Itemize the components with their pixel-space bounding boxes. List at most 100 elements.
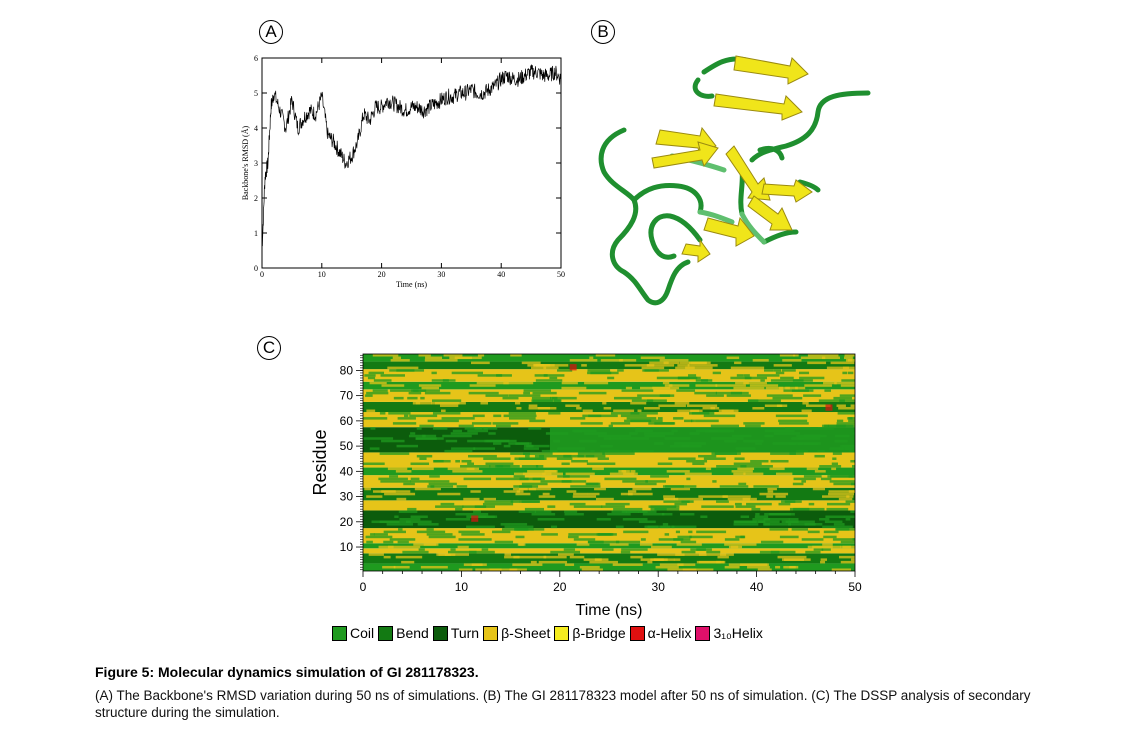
dssp-transition-cell bbox=[839, 399, 855, 402]
dssp-row-band bbox=[363, 487, 855, 501]
dssp-transition-cell bbox=[513, 555, 547, 559]
dssp-transition-cell bbox=[381, 439, 405, 443]
dssp-transition-cell bbox=[728, 545, 742, 549]
dssp-transition-cell bbox=[407, 396, 418, 400]
dssp-transition-cell bbox=[396, 497, 407, 501]
dssp-row-band bbox=[363, 427, 855, 453]
dssp-transition-cell bbox=[521, 500, 540, 503]
dssp-transition-cell bbox=[537, 518, 565, 521]
dssp-transition-cell bbox=[775, 414, 808, 418]
legend-swatch bbox=[629, 625, 645, 641]
dssp-transition-cell bbox=[752, 406, 765, 410]
dssp-x-tick-label: 40 bbox=[750, 580, 764, 594]
dssp-transition-cell bbox=[494, 540, 514, 544]
dssp-transition-cell bbox=[495, 465, 511, 468]
dssp-transition-cell bbox=[637, 394, 671, 397]
dssp-transition-cell bbox=[839, 394, 855, 397]
dssp-transition-cell bbox=[475, 568, 502, 571]
dssp-transition-cell bbox=[688, 530, 693, 534]
dssp-transition-cell bbox=[715, 391, 743, 395]
dssp-transition-cell bbox=[797, 442, 821, 445]
dssp-transition-cell bbox=[827, 424, 846, 428]
dssp-transition-cell bbox=[387, 467, 408, 471]
dssp-transition-cell bbox=[601, 505, 625, 508]
rmsd-y-tick-label: 1 bbox=[254, 229, 258, 238]
dssp-transition-cell bbox=[840, 384, 855, 387]
rmsd-y-tick-label: 3 bbox=[254, 159, 258, 168]
dssp-transition-cell bbox=[662, 485, 697, 488]
dssp-row-band bbox=[363, 354, 855, 362]
dssp-transition-cell bbox=[553, 439, 561, 443]
dssp-transition-cell bbox=[764, 434, 774, 438]
dssp-transition-cell bbox=[624, 364, 655, 367]
dssp-transition-cell bbox=[569, 359, 598, 362]
dssp-transition-cell bbox=[531, 399, 553, 402]
dssp-transition-cell bbox=[384, 492, 416, 496]
rmsd-plot-frame bbox=[261, 57, 562, 269]
protein-coil-shade bbox=[669, 153, 767, 245]
dssp-transition-cell bbox=[429, 475, 440, 478]
dssp-transition-cell bbox=[514, 528, 534, 531]
dssp-transition-cell bbox=[826, 502, 851, 506]
legend-swatch bbox=[432, 625, 448, 641]
dssp-transition-cell bbox=[587, 369, 611, 372]
dssp-transition-cell bbox=[501, 528, 529, 531]
dssp-transition-cell bbox=[379, 520, 411, 524]
dssp-transition-cell bbox=[587, 540, 620, 544]
dssp-transition-cell bbox=[832, 457, 837, 460]
dssp-row-band bbox=[363, 361, 855, 370]
dssp-transition-cell bbox=[496, 465, 504, 468]
dssp-transition-cell bbox=[586, 482, 601, 486]
dssp-transition-cell bbox=[483, 427, 488, 430]
dssp-x-tick-label: 20 bbox=[553, 580, 567, 594]
dssp-row-band bbox=[363, 548, 855, 554]
dssp-transition-cell bbox=[671, 525, 697, 529]
dssp-transition-cell bbox=[684, 472, 712, 476]
dssp-transition-cell bbox=[689, 432, 700, 435]
dssp-transition-cell bbox=[587, 492, 600, 496]
dssp-transition-cell bbox=[779, 535, 799, 539]
dssp-transition-cell bbox=[433, 459, 444, 463]
dssp-transition-cell bbox=[567, 535, 579, 539]
dssp-transition-cell bbox=[814, 470, 826, 473]
dssp-transition-cell bbox=[630, 401, 647, 405]
dssp-transition-cell bbox=[564, 512, 584, 516]
dssp-transition-cell bbox=[538, 560, 568, 564]
dssp-transition-cell bbox=[726, 394, 751, 397]
dssp-transition-cell bbox=[434, 401, 466, 405]
dssp-transition-cell bbox=[688, 361, 711, 365]
dssp-transition-cell bbox=[840, 540, 855, 544]
dssp-helix-cell bbox=[825, 404, 833, 411]
dssp-transition-cell bbox=[820, 477, 832, 481]
dssp-transition-cell bbox=[663, 497, 675, 501]
dssp-transition-cell bbox=[622, 480, 648, 483]
dssp-transition-cell bbox=[770, 550, 796, 554]
dssp-transition-cell bbox=[489, 465, 520, 468]
dssp-transition-cell bbox=[799, 376, 825, 380]
dssp-transition-cell bbox=[572, 429, 597, 433]
dssp-transition-cell bbox=[832, 452, 842, 455]
dssp-transition-cell bbox=[404, 414, 409, 418]
dssp-row-band bbox=[363, 369, 855, 382]
dssp-transition-cell bbox=[623, 530, 649, 534]
dssp-transition-cell bbox=[803, 475, 822, 478]
dssp-transition-cell bbox=[830, 361, 855, 365]
dssp-transition-cell bbox=[775, 565, 781, 569]
dssp-transition-cell bbox=[854, 366, 855, 370]
dssp-transition-cell bbox=[677, 376, 701, 380]
dssp-transition-cell bbox=[530, 560, 537, 564]
dssp-transition-cell bbox=[531, 366, 547, 370]
dssp-transition-cell bbox=[705, 429, 735, 433]
dssp-transition-cell bbox=[609, 543, 629, 546]
dssp-transition-cell bbox=[655, 565, 679, 569]
dssp-transition-cell bbox=[424, 391, 451, 395]
dssp-row-band bbox=[363, 563, 855, 571]
dssp-transition-cell bbox=[611, 510, 639, 513]
dssp-transition-cell bbox=[840, 444, 854, 448]
dssp-transition-cell bbox=[581, 364, 587, 367]
dssp-transition-cell bbox=[439, 404, 459, 407]
dssp-transition-cell bbox=[417, 523, 439, 526]
dssp-transition-cell bbox=[389, 538, 416, 541]
dssp-transition-cell bbox=[508, 442, 530, 445]
dssp-transition-cell bbox=[734, 457, 745, 460]
